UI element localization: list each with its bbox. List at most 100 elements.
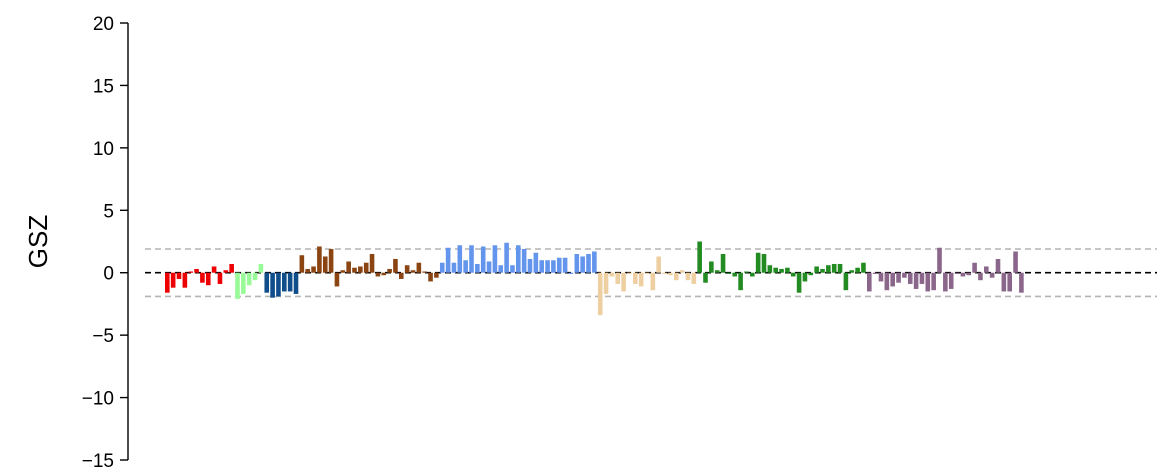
bar-group5-26: [586, 253, 591, 273]
bar-group8-9: [913, 272, 919, 289]
bar-group6-3: [609, 272, 615, 277]
bar-group7-20: [808, 272, 814, 276]
bar-group7-8: [738, 272, 743, 291]
bar-group5-25: [580, 256, 585, 273]
bar-group6-15: [679, 270, 685, 273]
bar-group1-11: [223, 270, 229, 273]
bar-group5-5: [463, 260, 468, 273]
bar-group6-4: [615, 272, 621, 284]
bar-group7-22: [820, 268, 825, 273]
y-tick-label: −5: [92, 326, 114, 347]
bar-group6-17: [691, 272, 697, 284]
bar-group7-5: [720, 253, 726, 273]
bar-group3-2: [270, 272, 275, 298]
bar-group8-7: [902, 272, 907, 278]
y-axis: −15 −10 −5 0 5 10 15 20: [82, 14, 129, 472]
bar-group5-27: [592, 251, 597, 273]
bar-group5-12: [504, 242, 509, 273]
y-tick-label: 15: [93, 76, 114, 97]
bar-group1-3: [176, 272, 182, 279]
bar-group5-13: [510, 265, 515, 273]
bar-group1-6: [194, 268, 199, 273]
bar-group5-7: [475, 263, 480, 273]
bar-group3-3: [276, 272, 281, 297]
bar-group4-19: [404, 265, 410, 273]
bar-group7-10: [750, 272, 755, 277]
bar-group4-12: [363, 262, 369, 273]
bar-group4-10: [352, 267, 357, 273]
bar-group4-14: [375, 272, 381, 277]
bar-group8-25: [1007, 272, 1012, 292]
y-tick-label: 10: [93, 139, 114, 160]
bar-group1-5: [188, 271, 193, 273]
bar-group3-1: [264, 272, 270, 293]
bar-group4-7: [334, 272, 340, 287]
bar-group5-21: [556, 257, 562, 273]
bar-group5-11: [498, 265, 504, 273]
bar-group8-17: [960, 272, 966, 277]
bar-group1-1: [165, 272, 170, 293]
bar-group2-1: [235, 272, 240, 299]
bar-group5-15: [521, 248, 527, 273]
bar-group7-28: [855, 267, 860, 273]
bar-group7-3: [709, 261, 714, 273]
bar-group6-7: [633, 272, 638, 284]
bar-group8-23: [995, 258, 1001, 273]
bar-group1-7: [200, 272, 205, 283]
bar-group7-24: [831, 263, 837, 273]
y-tick-label: 20: [93, 14, 114, 35]
bar-group4-5: [322, 256, 328, 273]
bar-group8-18: [966, 272, 972, 276]
bar-group8-16: [954, 272, 960, 274]
bar-group7-13: [767, 265, 773, 273]
bar-group5-8: [480, 246, 486, 273]
y-axis-title: GSZ: [23, 215, 53, 269]
bar-group6-13: [668, 272, 673, 276]
bar-group7-12: [761, 253, 767, 273]
bar-group5-18: [539, 260, 544, 273]
bar-group5-22: [562, 257, 568, 273]
bars-group: [165, 241, 1024, 316]
bar-group7-11: [755, 252, 761, 273]
bar-group6-8: [638, 272, 644, 287]
bar-group4-22: [422, 271, 427, 273]
bar-group4-8: [340, 270, 346, 273]
bar-group8-8: [907, 272, 913, 284]
bar-group4-9: [346, 261, 351, 273]
bar-group4-16: [387, 268, 392, 273]
y-tick-label: −10: [82, 389, 114, 410]
bar-group5-3: [451, 262, 457, 273]
bar-group4-24: [434, 272, 439, 278]
bar-group8-27: [1019, 272, 1024, 293]
bar-group8-24: [1001, 272, 1007, 292]
bar-group4-4: [317, 246, 322, 273]
bar-group7-17: [790, 272, 796, 277]
bar-group1-12: [229, 263, 234, 273]
bar-group7-25: [837, 263, 843, 273]
bar-group8-19: [972, 262, 977, 273]
bar-group5-10: [492, 245, 498, 273]
bar-group2-4: [252, 272, 258, 281]
bar-group5-19: [545, 260, 550, 273]
bar-group8-3: [878, 272, 884, 282]
bar-group8-12: [931, 272, 936, 291]
bar-group8-14: [943, 272, 948, 292]
bar-group8-20: [978, 272, 983, 281]
bar-group1-9: [211, 266, 217, 273]
bar-group7-21: [814, 266, 819, 273]
bar-group8-5: [890, 272, 895, 287]
bar-group2-5: [258, 263, 264, 273]
bar-group4-23: [428, 272, 433, 282]
bar-group4-17: [393, 258, 398, 273]
bar-group3-6: [293, 272, 299, 294]
bar-group8-13: [937, 247, 942, 273]
bar-group3-5: [287, 272, 293, 292]
bar-group4-20: [410, 270, 416, 273]
bar-group2-3: [246, 272, 252, 286]
bar-group7-7: [732, 272, 738, 277]
bar-group7-9: [744, 271, 749, 273]
bar-group8-22: [989, 272, 995, 278]
y-tick-label: 5: [103, 201, 114, 222]
bar-group5-24: [574, 253, 580, 273]
